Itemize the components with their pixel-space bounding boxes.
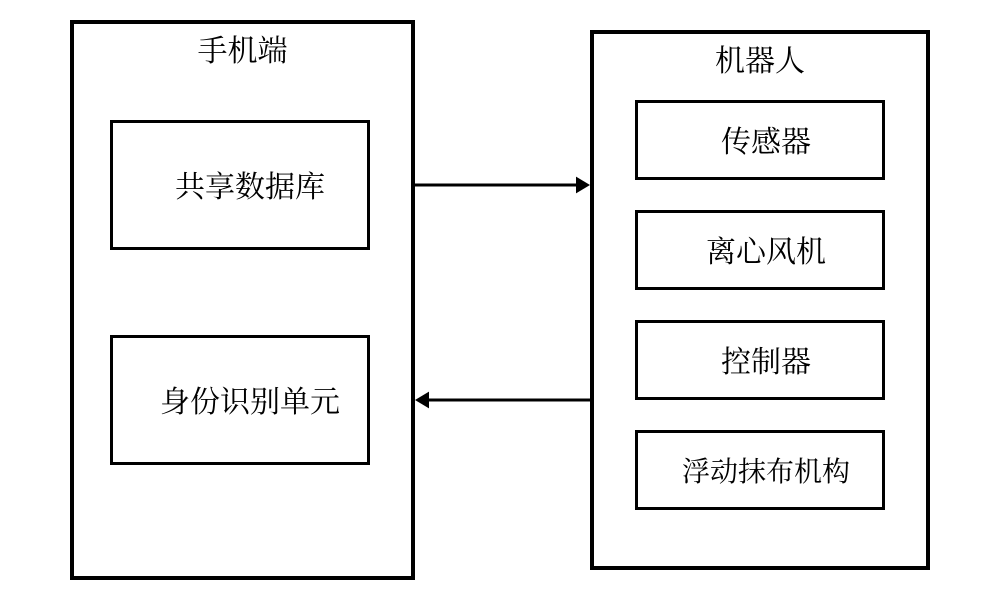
node-label: 浮动抹布机构 [638, 433, 894, 507]
diagram-canvas: 手机端 机器人 共享数据库 身份识别单元 传感器 离心风机 控制器 浮动抹布机构 [0, 0, 1000, 610]
node-floating-mop: 浮动抹布机构 [635, 430, 885, 510]
node-controller: 控制器 [635, 320, 885, 400]
group-robot-title: 机器人 [590, 40, 930, 78]
node-label: 控制器 [638, 323, 894, 397]
group-mobile [70, 20, 415, 580]
node-shared-database: 共享数据库 [110, 120, 370, 250]
node-centrifugal-fan: 离心风机 [635, 210, 885, 290]
node-label: 传感器 [638, 103, 894, 177]
node-label: 身份识别单元 [113, 338, 387, 462]
node-identity-unit: 身份识别单元 [110, 335, 370, 465]
node-sensor: 传感器 [635, 100, 885, 180]
node-label: 离心风机 [638, 213, 894, 287]
group-mobile-title: 手机端 [70, 30, 415, 68]
node-label: 共享数据库 [113, 123, 387, 247]
